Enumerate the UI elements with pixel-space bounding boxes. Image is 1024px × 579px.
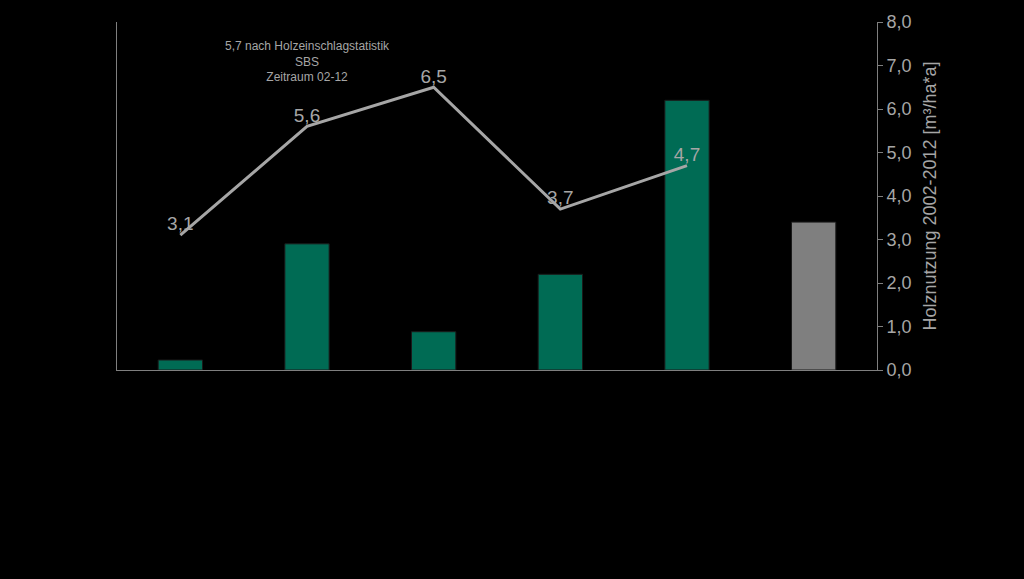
- svg-text:1,0: 1,0: [887, 317, 912, 337]
- svg-text:3,0: 3,0: [887, 230, 912, 250]
- svg-text:4,0: 4,0: [887, 186, 912, 206]
- svg-text:8,0: 8,0: [887, 12, 912, 32]
- svg-text:4,7: 4,7: [674, 144, 700, 165]
- svg-text:5,6: 5,6: [294, 105, 320, 126]
- svg-text:5,0: 5,0: [887, 143, 912, 163]
- svg-text:2,0: 2,0: [887, 273, 912, 293]
- svg-text:6,5: 6,5: [420, 66, 446, 87]
- svg-text:6,0: 6,0: [887, 99, 912, 119]
- svg-text:3,1: 3,1: [167, 213, 193, 234]
- svg-text:0,0: 0,0: [887, 360, 912, 380]
- svg-text:3,7: 3,7: [547, 187, 573, 208]
- svg-text:5,7 nach Holzeinschlagstatisti: 5,7 nach HolzeinschlagstatistikSBSZeitra…: [225, 39, 390, 84]
- svg-text:7,0: 7,0: [887, 56, 912, 76]
- svg-text:Holznutzung 2002-2012 [m³/ha*a: Holznutzung 2002-2012 [m³/ha*a]: [920, 61, 940, 330]
